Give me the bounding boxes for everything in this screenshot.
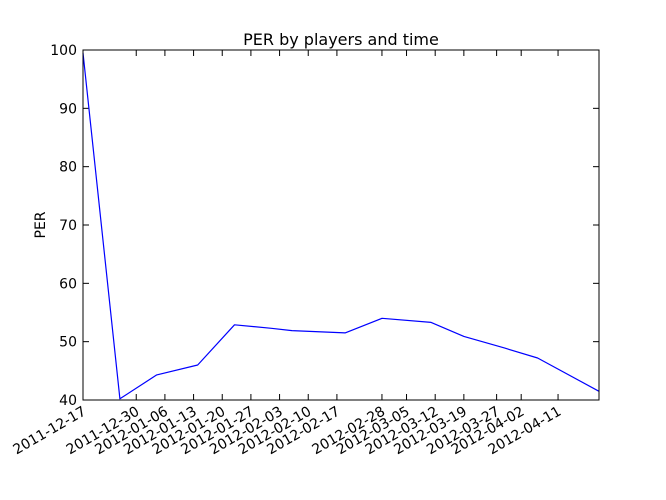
y-tick-label-6: 100 [50,43,77,59]
y-axis: 40 50 60 70 80 90 100 [50,43,599,409]
y-axis-label: PER [33,211,49,238]
y-tick-label-3: 70 [59,218,77,234]
y-tick-label-5: 90 [59,101,77,117]
y-tick-label-2: 60 [59,276,77,292]
y-tick-label-0: 40 [59,393,77,409]
series-layer [82,52,600,400]
y-tick-label-4: 80 [59,160,77,176]
x-axis: 2011-12-172011-12-302012-01-062012-01-13… [11,50,564,458]
y-tick-label-1: 50 [59,335,77,351]
plot-frame [82,49,600,401]
series-line-0 [82,52,600,400]
chart-title: PER by players and time [243,30,439,49]
